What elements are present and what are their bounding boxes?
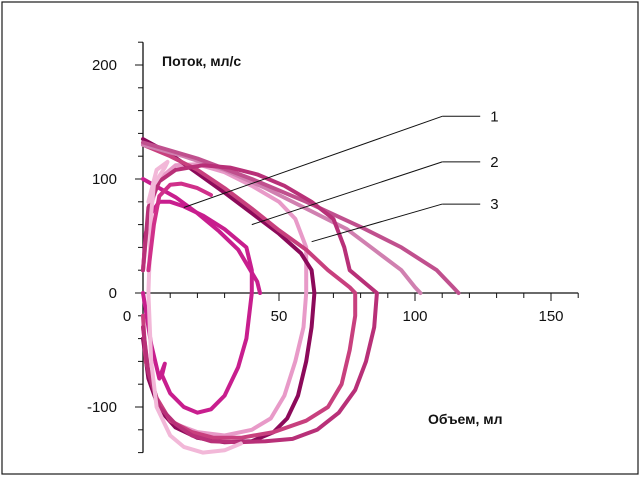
y-tick-label: 100 bbox=[92, 171, 117, 188]
callouts: 1 2 3 bbox=[183, 108, 499, 243]
y-axis-title: Поток, мл/с bbox=[162, 53, 241, 69]
axes: -100 0 100 200 0 50 100 150 bbox=[87, 41, 579, 454]
x-tick-label: 100 bbox=[402, 308, 427, 325]
series-line-2 bbox=[141, 199, 254, 415]
y-tick-label: -100 bbox=[87, 399, 117, 416]
callout-leader bbox=[311, 203, 443, 243]
series-line-8 bbox=[141, 163, 379, 445]
callout-label-2: 2 bbox=[490, 154, 498, 171]
series-line-9 bbox=[146, 159, 243, 455]
x-tick-label: 0 bbox=[123, 308, 131, 325]
series-line-10 bbox=[146, 181, 213, 273]
x-tick-label: 150 bbox=[538, 308, 563, 325]
x-axis-title: Объем, мл bbox=[428, 411, 503, 427]
y-tick-label: 200 bbox=[92, 57, 117, 74]
x-tick-label: 50 bbox=[271, 308, 288, 325]
callout-leader bbox=[183, 115, 443, 208]
series-line-1 bbox=[141, 177, 262, 295]
y-tick-label: 0 bbox=[109, 285, 117, 302]
callout-label-3: 3 bbox=[490, 196, 498, 213]
callout-label-1: 1 bbox=[490, 108, 498, 125]
series-group bbox=[141, 137, 461, 455]
callout-leader bbox=[251, 161, 443, 226]
